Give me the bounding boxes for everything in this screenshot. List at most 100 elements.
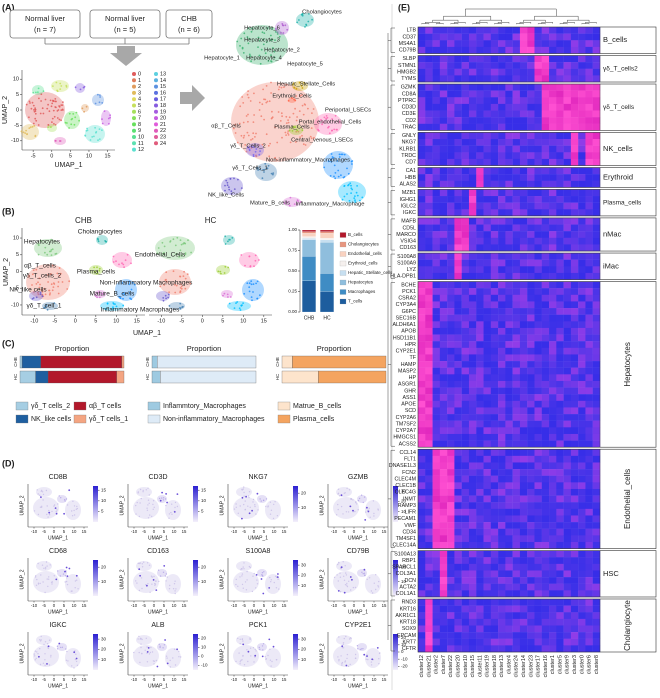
heatmap-cell [592, 253, 601, 260]
x-tick-label: 0 [353, 603, 356, 608]
heatmap-cell [519, 590, 528, 598]
heatmap-cell [498, 84, 506, 91]
group-label: nMac [603, 229, 622, 238]
heatmap-cell [570, 563, 579, 571]
heatmap-cell [592, 224, 601, 232]
heatmap-cell [461, 577, 470, 584]
heatmap-cell [512, 237, 521, 245]
gene-label: RAMP3 [398, 503, 416, 509]
cell-point [291, 130, 294, 132]
heatmap-cell [534, 217, 542, 225]
cell-point [254, 648, 256, 651]
heatmap-cell [527, 294, 535, 302]
heatmap-cell [439, 294, 448, 302]
heatmap-cell [483, 174, 491, 181]
heatmap-cell [476, 202, 484, 210]
cell-point [142, 489, 144, 492]
heatmap-cell [541, 374, 550, 382]
cell-point [258, 101, 261, 104]
cell-point [270, 509, 273, 511]
heatmap-cell [534, 414, 542, 421]
y-tick-label: 0 [16, 269, 19, 275]
heatmap-cell [519, 508, 528, 516]
cell-point [304, 144, 307, 146]
heatmap-cell [498, 196, 506, 203]
cell-point [245, 115, 248, 117]
heatmap-cell [432, 40, 441, 48]
cell-point [240, 254, 243, 256]
legend-swatch [154, 109, 158, 114]
heatmap-cell [527, 433, 535, 441]
heatmap-cell [447, 341, 455, 349]
heatmap-cell [490, 281, 499, 289]
heatmap-cell [439, 40, 448, 48]
heatmap-cell [505, 145, 513, 153]
heatmap-cell [454, 508, 462, 516]
heatmap-cell [563, 475, 572, 483]
heatmap-cell [490, 427, 499, 435]
heatmap-cell [541, 638, 550, 646]
gene-label: MS4A1 [399, 41, 416, 47]
heatmap-cell [490, 515, 499, 523]
heatmap-cell [476, 288, 484, 296]
cell-point [24, 132, 27, 135]
heatmap-cell [439, 231, 448, 238]
heatmap-cell [527, 139, 535, 146]
heatmap-cell [425, 145, 433, 153]
heatmap-cell [570, 354, 579, 362]
heatmap-cell [490, 605, 499, 613]
heatmap-cell [578, 407, 586, 415]
heatmap-cell [570, 40, 579, 48]
heatmap-cell [476, 557, 484, 565]
cell-point [254, 656, 256, 658]
heatmap-cell [527, 33, 535, 41]
cell-point [261, 177, 264, 180]
heatmap-cell [519, 515, 528, 523]
legend-label: 13 [160, 71, 166, 77]
cell-point [255, 513, 257, 515]
cell-point [242, 587, 244, 589]
heatmap-cell [483, 632, 491, 639]
heatmap-cell [512, 400, 521, 408]
heatmap-cell [512, 321, 521, 329]
cell-point [254, 654, 257, 657]
heatmap-cell [534, 449, 542, 457]
cell-point [259, 150, 261, 153]
heatmap-cell [490, 244, 499, 252]
heatmap-cell [425, 209, 433, 217]
cell-point [258, 109, 261, 111]
cell-point [165, 493, 168, 495]
gene-label: SCD [405, 408, 416, 414]
heatmap-cell [498, 420, 506, 428]
cell-point [233, 307, 236, 309]
heatmap-cell [519, 272, 528, 280]
heatmap-cell [527, 321, 535, 329]
cell-point [267, 654, 269, 657]
cell-point [63, 512, 65, 515]
heatmap-cell [483, 612, 491, 620]
heatmap-cell [498, 488, 506, 496]
heatmap-cell [505, 475, 513, 483]
heatmap-cell [563, 158, 572, 166]
heatmap-cell [534, 605, 542, 613]
heatmap-cell [541, 40, 550, 48]
heatmap-cell [447, 541, 455, 549]
heatmap-cell [425, 508, 433, 516]
heatmap-cell [425, 427, 433, 435]
heatmap-cell [498, 167, 506, 175]
heatmap-cell [512, 427, 521, 435]
y-tick-label: HC [145, 373, 150, 380]
cell-point [248, 491, 251, 493]
heatmap-cell [447, 522, 455, 529]
heatmap-cell [549, 68, 557, 76]
heatmap-cell [541, 612, 550, 620]
cell-point [55, 512, 58, 515]
cell-point [285, 122, 288, 124]
heatmap-cell [476, 387, 484, 395]
cell-type-label: Hepatocyte_3 [244, 38, 280, 44]
cell-point [338, 120, 341, 123]
legend-label: 10 [138, 134, 144, 140]
heatmap-cell [549, 528, 557, 536]
heatmap-cell [461, 103, 470, 111]
